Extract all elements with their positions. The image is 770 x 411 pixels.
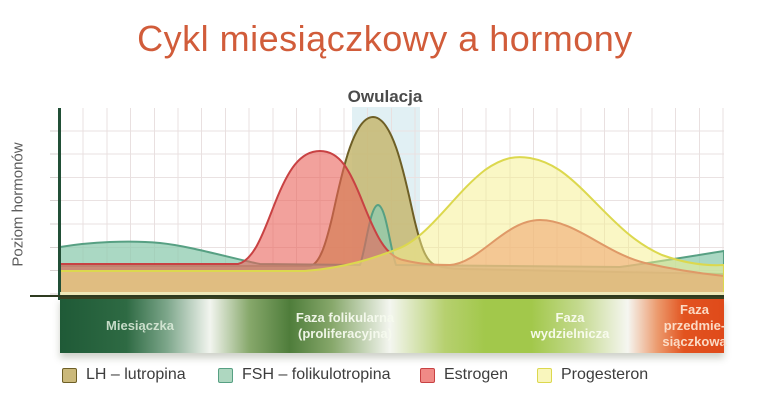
legend-item-fsh: FSH – folikulotropina xyxy=(218,366,391,384)
estrogen-swatch xyxy=(420,367,435,383)
progesteron-curve xyxy=(60,156,724,296)
page-title: Cykl miesiączkowy a hormony xyxy=(137,18,633,59)
phase-miesiaczka: Miesiączka xyxy=(106,317,174,333)
y-axis-label: Poziom hormonów xyxy=(9,142,27,267)
ovulation-annotation: Owulacja xyxy=(347,87,423,106)
fsh-legend-label: FSH – folikulotropina xyxy=(242,366,391,383)
legend-item-progesteron: Progesteron xyxy=(537,366,648,384)
estrogen-legend-label: Estrogen xyxy=(444,366,509,383)
baseline-highlight xyxy=(60,292,724,295)
legend-item-estrogen: Estrogen xyxy=(420,366,508,384)
legend: LH – lutropina FSH – folikulotropina Est… xyxy=(0,366,770,394)
y-axis-line xyxy=(58,108,61,300)
y-axis-ticks xyxy=(50,108,59,296)
lh-swatch xyxy=(62,367,77,383)
phase-wydzielnicza: Faza wydzielnicza xyxy=(530,309,610,341)
phase-folikularna: Faza folikularna (proliferacyjna) xyxy=(295,309,395,341)
phase-przedmiesiaczkowa: Faza przedmie- siączkowa xyxy=(662,301,727,350)
progesteron-legend-label: Progesteron xyxy=(561,366,649,383)
cycle-phase-band: Miesiączka Faza folikularna (proliferacy… xyxy=(60,297,727,353)
fsh-swatch xyxy=(218,367,233,383)
hormone-curves xyxy=(60,116,724,296)
lh-legend-label: LH – lutropina xyxy=(86,366,186,383)
legend-item-lh: LH – lutropina xyxy=(62,366,186,384)
progesteron-swatch xyxy=(537,367,552,383)
x-axis-line xyxy=(30,295,724,297)
